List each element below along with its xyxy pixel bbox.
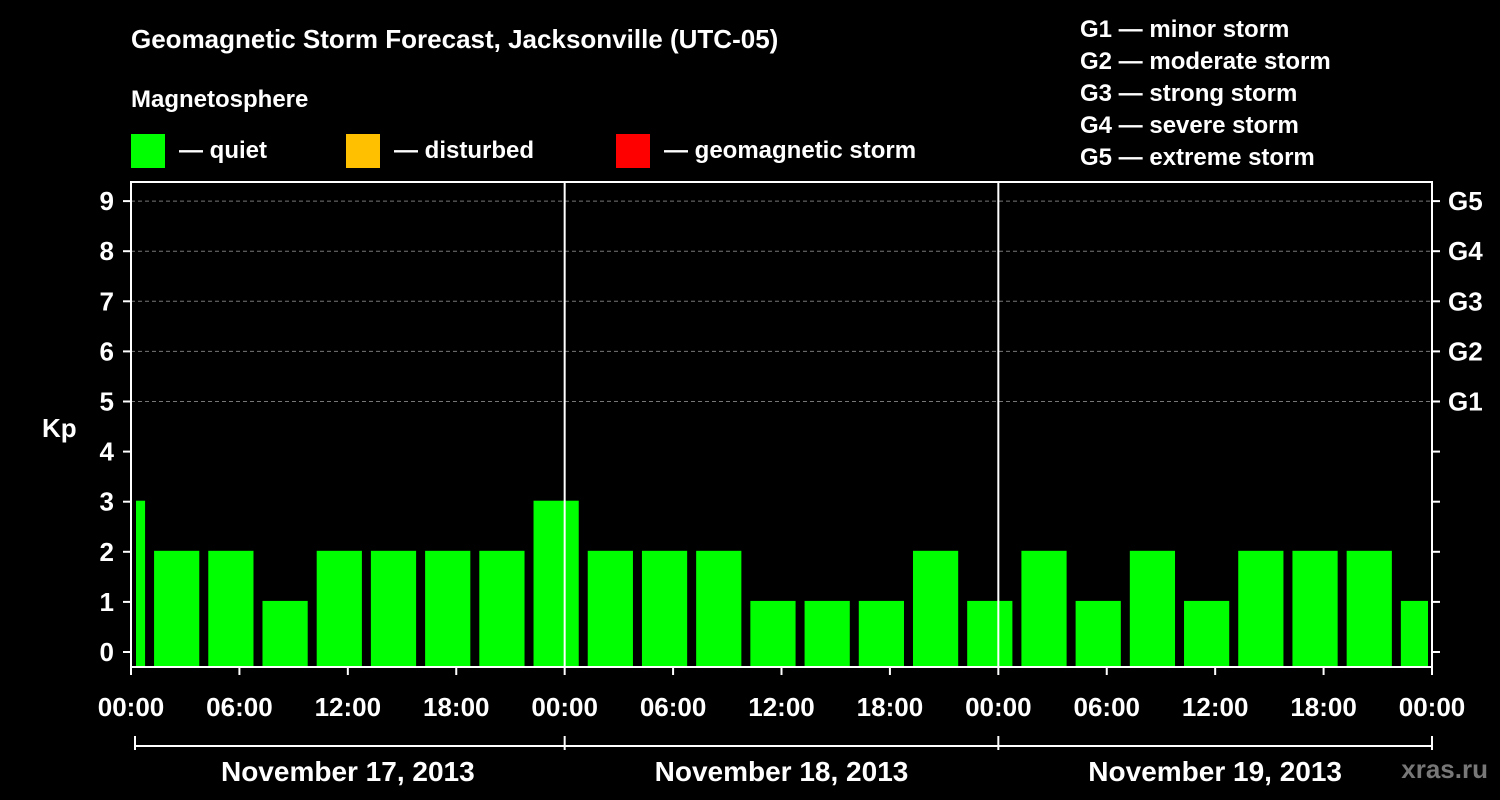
y-tick-label: 1 <box>100 587 114 617</box>
y-tick-label: 4 <box>100 437 115 467</box>
kp-bar-4 <box>316 550 362 667</box>
storm-scale-g4: G4 — severe storm <box>1080 112 1299 139</box>
x-tick-label: 00:00 <box>98 692 165 722</box>
right-axis-label-g1: G1 <box>1448 387 1483 417</box>
kp-bar-1 <box>154 550 200 667</box>
y-tick-label: 8 <box>100 236 114 266</box>
x-tick-label: 00:00 <box>531 692 598 722</box>
y-tick-label: 3 <box>100 487 114 517</box>
kp-bar-21 <box>1238 550 1284 667</box>
kp-bar-7 <box>479 550 525 667</box>
legend-swatch-quiet <box>131 134 165 168</box>
y-tick-label: 5 <box>100 387 114 417</box>
x-tick-label: 06:00 <box>206 692 273 722</box>
kp-bar-10 <box>641 550 688 667</box>
legend-label-storm: — geomagnetic storm <box>664 137 917 164</box>
y-axis-label: Kp <box>42 413 77 443</box>
x-tick-label: 18:00 <box>423 692 490 722</box>
right-axis-label-g5: G5 <box>1448 186 1483 216</box>
storm-scale-g5: G5 — extreme storm <box>1080 144 1315 171</box>
x-tick-label: 06:00 <box>1074 692 1141 722</box>
chart-title: Geomagnetic Storm Forecast, Jacksonville… <box>131 24 779 54</box>
storm-scale-g3: G3 — strong storm <box>1080 80 1298 107</box>
kp-bar-20 <box>1184 600 1230 667</box>
y-tick-label: 0 <box>100 637 114 667</box>
kp-bar-12 <box>750 600 796 667</box>
legend-label-quiet: — quiet <box>179 137 267 164</box>
x-tick-label: 00:00 <box>965 692 1032 722</box>
legend-item-quiet: — quiet <box>131 134 267 168</box>
kp-bar-3 <box>262 600 308 667</box>
kp-bar-18 <box>1075 600 1121 667</box>
kp-bar-9 <box>587 550 633 667</box>
legend-item-disturbed: — disturbed <box>346 134 534 168</box>
legend-item-storm: — geomagnetic storm <box>616 134 916 168</box>
right-axis-label-g4: G4 <box>1448 236 1483 266</box>
day-label-2: November 19, 2013 <box>1088 756 1342 787</box>
kp-bar-11 <box>696 550 742 667</box>
kp-bar-24 <box>1400 600 1428 667</box>
x-tick-label: 06:00 <box>640 692 707 722</box>
watermark: xras.ru <box>1401 754 1488 784</box>
kp-bar-14 <box>858 600 904 667</box>
storm-scale-legend: G1 — minor storm G2 — moderate storm G3 … <box>1080 14 1331 174</box>
x-tick-label: 18:00 <box>1290 692 1357 722</box>
kp-bar-6 <box>425 550 471 667</box>
legend-label-disturbed: — disturbed <box>394 137 535 164</box>
x-tick-label: 12:00 <box>748 692 815 722</box>
y-tick-label: 2 <box>100 537 114 567</box>
x-tick-label: 12:00 <box>1182 692 1249 722</box>
right-axis-label-g2: G2 <box>1448 336 1483 366</box>
kp-bar-2 <box>208 550 254 667</box>
kp-bar-13 <box>804 600 850 667</box>
kp-bar-5 <box>370 550 417 667</box>
kp-bar-16 <box>967 600 1013 667</box>
day-label-0: November 17, 2013 <box>221 756 475 787</box>
y-tick-label: 6 <box>100 336 114 366</box>
storm-scale-g2: G2 — moderate storm <box>1080 48 1331 75</box>
y-tick-label: 9 <box>100 186 114 216</box>
kp-bar-15 <box>912 550 959 667</box>
kp-bar-17 <box>1021 550 1067 667</box>
storm-scale-g1: G1 — minor storm <box>1080 16 1290 43</box>
day-label-1: November 18, 2013 <box>655 756 909 787</box>
kp-bar-22 <box>1292 550 1338 667</box>
legend-subtitle: Magnetosphere <box>131 86 309 113</box>
kp-bar-23 <box>1346 550 1392 667</box>
x-tick-label: 12:00 <box>315 692 382 722</box>
kp-bar-19 <box>1129 550 1176 667</box>
kp-bar-0 <box>136 500 146 667</box>
x-tick-label: 18:00 <box>857 692 924 722</box>
kp-bar-8 <box>533 500 579 667</box>
y-tick-label: 7 <box>100 286 114 316</box>
legend-swatch-disturbed <box>346 134 380 168</box>
right-axis-label-g3: G3 <box>1448 286 1483 316</box>
x-tick-label: 00:00 <box>1399 692 1466 722</box>
legend-swatch-storm <box>616 134 650 168</box>
